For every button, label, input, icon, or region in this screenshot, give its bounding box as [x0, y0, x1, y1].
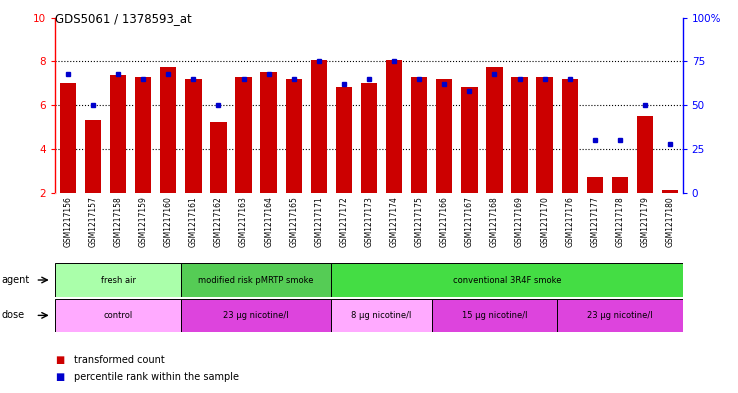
Text: ■: ■: [55, 354, 65, 365]
Text: GSM1217164: GSM1217164: [264, 196, 273, 247]
Text: GSM1217163: GSM1217163: [239, 196, 248, 247]
Bar: [336, 86, 352, 193]
Bar: [386, 60, 402, 193]
Text: GSM1217165: GSM1217165: [289, 196, 298, 247]
Text: ■: ■: [55, 372, 65, 382]
Text: GSM1217175: GSM1217175: [415, 196, 424, 247]
Text: GDS5061 / 1378593_at: GDS5061 / 1378593_at: [55, 12, 192, 25]
Text: GSM1217160: GSM1217160: [164, 196, 173, 247]
Bar: [637, 116, 653, 193]
Text: percentile rank within the sample: percentile rank within the sample: [74, 372, 239, 382]
Bar: [537, 77, 553, 193]
Bar: [160, 67, 176, 193]
Bar: [432, 299, 557, 332]
Text: GSM1217167: GSM1217167: [465, 196, 474, 247]
Bar: [662, 190, 678, 193]
Bar: [55, 263, 181, 297]
Text: GSM1217161: GSM1217161: [189, 196, 198, 247]
Text: GSM1217171: GSM1217171: [314, 196, 323, 247]
Text: modified risk pMRTP smoke: modified risk pMRTP smoke: [199, 275, 314, 285]
Bar: [311, 60, 327, 193]
Text: GSM1217158: GSM1217158: [114, 196, 123, 247]
Bar: [612, 177, 628, 193]
Bar: [557, 299, 683, 332]
Text: fresh air: fresh air: [100, 275, 136, 285]
Text: GSM1217166: GSM1217166: [440, 196, 449, 247]
Bar: [210, 121, 227, 193]
Text: GSM1217156: GSM1217156: [63, 196, 72, 247]
Text: 23 μg nicotine/l: 23 μg nicotine/l: [587, 311, 652, 320]
Bar: [235, 77, 252, 193]
Bar: [261, 72, 277, 193]
Bar: [60, 83, 76, 193]
Bar: [85, 120, 101, 193]
Text: control: control: [103, 311, 133, 320]
Text: transformed count: transformed count: [74, 354, 165, 365]
Text: GSM1217174: GSM1217174: [390, 196, 399, 247]
Text: GSM1217180: GSM1217180: [666, 196, 675, 247]
Text: 8 μg nicotine/l: 8 μg nicotine/l: [351, 311, 412, 320]
Text: GSM1217157: GSM1217157: [89, 196, 97, 247]
Bar: [181, 299, 331, 332]
Bar: [135, 77, 151, 193]
Text: agent: agent: [1, 275, 30, 285]
Text: GSM1217159: GSM1217159: [139, 196, 148, 247]
Bar: [461, 86, 477, 193]
Text: dose: dose: [1, 310, 24, 320]
Text: GSM1217168: GSM1217168: [490, 196, 499, 247]
Bar: [587, 177, 603, 193]
Text: 15 μg nicotine/l: 15 μg nicotine/l: [462, 311, 527, 320]
Bar: [486, 67, 503, 193]
Text: GSM1217179: GSM1217179: [641, 196, 649, 247]
Text: GSM1217178: GSM1217178: [615, 196, 624, 247]
Bar: [181, 263, 331, 297]
Bar: [331, 299, 432, 332]
Bar: [511, 77, 528, 193]
Bar: [361, 83, 377, 193]
Bar: [411, 77, 427, 193]
Text: GSM1217162: GSM1217162: [214, 196, 223, 247]
Bar: [185, 79, 201, 193]
Text: GSM1217173: GSM1217173: [365, 196, 373, 247]
Text: GSM1217172: GSM1217172: [339, 196, 348, 247]
Text: GSM1217170: GSM1217170: [540, 196, 549, 247]
Bar: [110, 75, 126, 193]
Text: GSM1217176: GSM1217176: [565, 196, 574, 247]
Text: conventional 3R4F smoke: conventional 3R4F smoke: [452, 275, 562, 285]
Text: GSM1217169: GSM1217169: [515, 196, 524, 247]
Bar: [562, 79, 578, 193]
Bar: [55, 299, 181, 332]
Bar: [331, 263, 683, 297]
Bar: [436, 79, 452, 193]
Text: 23 μg nicotine/l: 23 μg nicotine/l: [224, 311, 289, 320]
Bar: [286, 79, 302, 193]
Text: GSM1217177: GSM1217177: [590, 196, 599, 247]
